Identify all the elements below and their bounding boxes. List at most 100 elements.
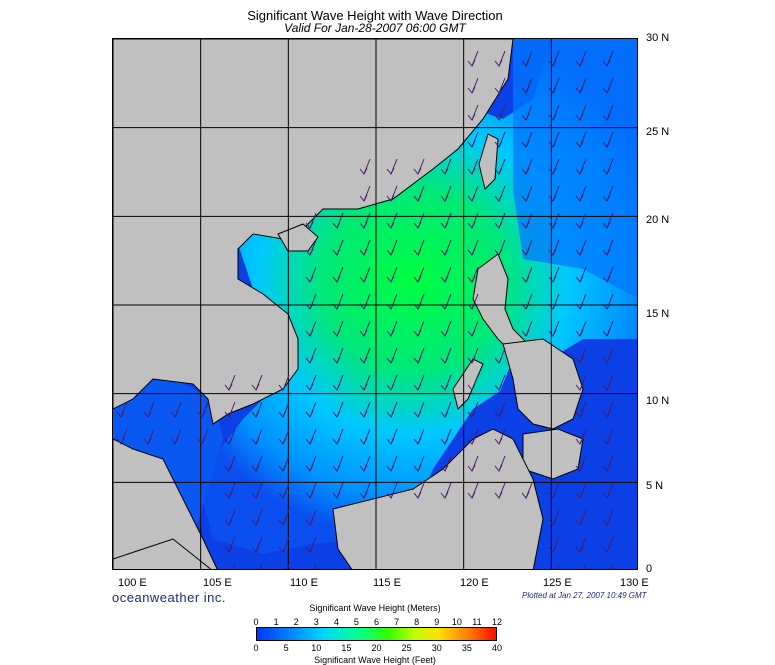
- wave-direction-arrowhead: [386, 275, 395, 283]
- wave-direction-arrowhead: [575, 194, 584, 202]
- wave-direction-arrowhead: [359, 329, 368, 337]
- wave-direction-arrowhead: [305, 248, 314, 256]
- wave-direction-arrowhead: [224, 410, 233, 418]
- wave-direction-arrowhead: [116, 410, 125, 418]
- wave-direction-arrowhead: [440, 329, 449, 337]
- map-title: Significant Wave Height with Wave Direct…: [247, 8, 503, 23]
- lat-label: 10 N: [646, 395, 670, 407]
- wave-direction-arrowhead: [602, 464, 611, 472]
- wave-direction-arrowhead: [332, 437, 341, 445]
- wave-direction-arrowhead: [251, 491, 260, 499]
- lon-label: 120 E: [460, 577, 489, 589]
- wave-direction-arrowhead: [548, 194, 557, 202]
- wave-direction-arrowhead: [440, 221, 449, 229]
- wave-direction-arrowhead: [467, 383, 476, 391]
- wave-direction-arrowhead: [467, 248, 476, 256]
- wave-direction-arrowhead: [251, 437, 260, 445]
- wave-direction-arrowhead: [224, 491, 233, 499]
- wave-direction-arrowhead: [332, 383, 341, 391]
- wave-direction-arrowhead: [332, 464, 341, 472]
- wave-direction-arrowhead: [575, 491, 584, 499]
- wave-direction-arrowhead: [548, 248, 557, 256]
- wave-direction-arrowhead: [413, 275, 422, 283]
- wave-direction-arrowhead: [575, 410, 584, 418]
- wave-direction-arrowhead: [575, 140, 584, 148]
- wave-direction-arrowhead: [521, 491, 530, 499]
- wave-direction-arrowhead: [386, 491, 395, 499]
- wave-direction-arrowhead: [521, 140, 530, 148]
- wave-direction-arrowhead: [467, 86, 476, 94]
- wave-direction-arrowhead: [467, 167, 476, 175]
- lat-label: 20 N: [646, 214, 670, 226]
- wave-direction-arrowhead: [575, 86, 584, 94]
- wave-direction-arrowhead: [575, 356, 584, 364]
- wave-direction-arrowhead: [440, 275, 449, 283]
- wave-direction-arrowhead: [521, 248, 530, 256]
- wave-direction-arrowhead: [440, 383, 449, 391]
- pacific-field: [513, 39, 637, 298]
- scale-tick-feet: 0: [253, 643, 259, 653]
- wave-direction-arrowhead: [575, 59, 584, 67]
- lon-label: 130 E: [620, 577, 649, 589]
- wave-direction-arrowhead: [602, 86, 611, 94]
- color-scale-bar: [256, 627, 497, 641]
- wave-direction-arrowhead: [305, 545, 314, 553]
- wave-direction-arrow: [232, 563, 236, 569]
- wave-direction-arrowhead: [494, 464, 503, 472]
- wave-direction-arrowhead: [251, 383, 260, 391]
- brand-logo: oceanweather inc.: [112, 590, 227, 605]
- scale-tick-meters: 10: [451, 617, 462, 627]
- wave-direction-arrowhead: [602, 545, 611, 553]
- wave-direction-arrowhead: [548, 86, 557, 94]
- wave-direction-arrowhead: [494, 167, 503, 175]
- wave-direction-arrowhead: [440, 437, 449, 445]
- wave-direction-arrowhead: [575, 518, 584, 526]
- wave-direction-arrowhead: [359, 356, 368, 364]
- wave-direction-arrowhead: [602, 302, 611, 310]
- wave-direction-arrowhead: [494, 59, 503, 67]
- wave-direction-arrowhead: [467, 140, 476, 148]
- wave-direction-arrowhead: [386, 167, 395, 175]
- wave-direction-arrowhead: [467, 59, 476, 67]
- wave-direction-arrowhead: [521, 167, 530, 175]
- wave-direction-arrowhead: [521, 194, 530, 202]
- scale-tick-feet: 25: [401, 643, 412, 653]
- wave-direction-arrowhead: [386, 194, 395, 202]
- wave-direction-arrowhead: [332, 275, 341, 283]
- scale-tick-meters: 5: [353, 617, 359, 627]
- scale-tick-meters: 1: [273, 617, 279, 627]
- wave-direction-arrowhead: [548, 518, 557, 526]
- lat-label: 25 N: [646, 126, 670, 138]
- wave-direction-arrowhead: [386, 383, 395, 391]
- wave-direction-arrowhead: [251, 410, 260, 418]
- scale-tick-meters: 0: [253, 617, 259, 627]
- wave-direction-arrowhead: [575, 329, 584, 337]
- wave-direction-arrowhead: [494, 383, 503, 391]
- wave-direction-arrowhead: [332, 329, 341, 337]
- wave-direction-arrow: [286, 563, 290, 569]
- wave-direction-arrowhead: [521, 86, 530, 94]
- wave-direction-arrowhead: [359, 194, 368, 202]
- wave-direction-arrowhead: [575, 383, 584, 391]
- wave-direction-arrowhead: [467, 194, 476, 202]
- wave-direction-arrowhead: [494, 491, 503, 499]
- scale-tick-feet: 30: [431, 643, 442, 653]
- wave-direction-arrowhead: [602, 221, 611, 229]
- wave-direction-arrowhead: [548, 140, 557, 148]
- wave-direction-arrowhead: [359, 221, 368, 229]
- wave-direction-arrowhead: [305, 383, 314, 391]
- wave-direction-arrowhead: [359, 383, 368, 391]
- wave-direction-arrowhead: [413, 464, 422, 472]
- lat-label: 30 N: [646, 32, 670, 44]
- wave-direction-arrowhead: [575, 113, 584, 121]
- wave-direction-arrowhead: [575, 275, 584, 283]
- wave-direction-arrowhead: [467, 275, 476, 283]
- wave-direction-arrowhead: [278, 545, 287, 553]
- wave-direction-arrowhead: [602, 194, 611, 202]
- wave-direction-arrowhead: [143, 410, 152, 418]
- scale-tick-meters: 8: [414, 617, 420, 627]
- plotted-timestamp: Plotted at Jan 27, 2007 10:49 GMT: [522, 591, 647, 600]
- wave-direction-arrowhead: [413, 356, 422, 364]
- wave-direction-arrowhead: [494, 437, 503, 445]
- wave-direction-arrowhead: [548, 59, 557, 67]
